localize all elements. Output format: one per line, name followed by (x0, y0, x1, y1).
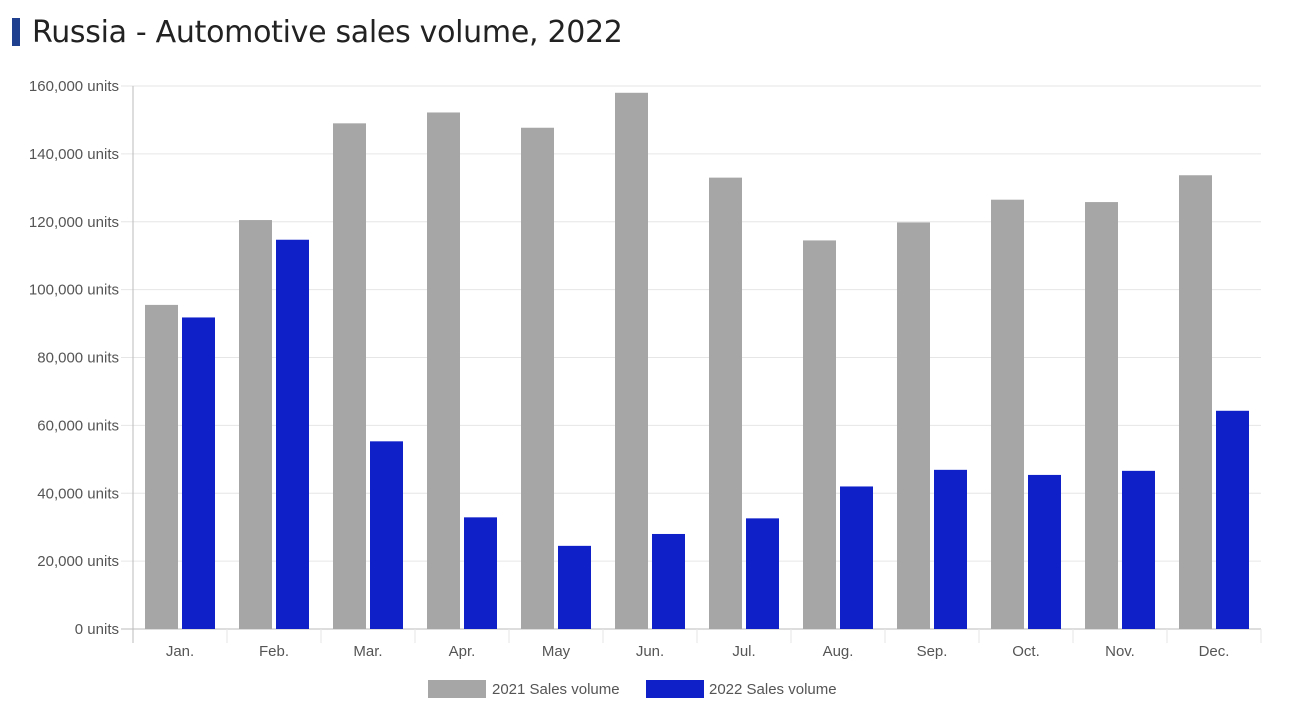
y-tick-label: 0 units (75, 621, 119, 638)
y-tick-label: 40,000 units (37, 485, 119, 502)
y-tick-label: 80,000 units (37, 350, 119, 367)
bar-2022 (1216, 410, 1249, 629)
bar-2022 (182, 317, 215, 629)
x-tick-label: Aug. (823, 643, 854, 660)
x-tick-label: Apr. (449, 643, 476, 660)
bar-2021 (709, 177, 742, 629)
bar-2021 (145, 304, 178, 629)
x-tick-label: Feb. (259, 643, 289, 660)
bar-2021 (991, 199, 1024, 630)
bar-2022 (934, 469, 967, 629)
chart-title: Russia - Automotive sales volume, 2022 (32, 14, 623, 50)
bar-2022 (558, 545, 591, 629)
bar-2021 (427, 112, 460, 629)
y-tick-label: 20,000 units (37, 553, 119, 570)
x-tick-label: Dec. (1199, 643, 1230, 660)
x-tick-label: Oct. (1012, 643, 1040, 660)
y-tick-label: 60,000 units (37, 417, 119, 434)
bar-2021 (1179, 175, 1212, 630)
bar-2022 (652, 533, 685, 629)
x-tick-label: Jul. (732, 643, 755, 660)
bar-2022 (1122, 470, 1155, 629)
title-accent-bar (12, 18, 20, 46)
bar-2022 (746, 518, 779, 629)
bar-2021 (239, 220, 272, 629)
bar-2022 (370, 441, 403, 629)
bar-2021 (1085, 202, 1118, 629)
legend-swatch-2022 (646, 680, 704, 698)
bar-2021 (615, 92, 648, 630)
x-tick-label: Jun. (636, 643, 664, 660)
legend-label-2022: 2022 Sales volume (709, 681, 837, 698)
y-tick-label: 140,000 units (29, 146, 119, 163)
bar-2022 (276, 239, 309, 629)
x-tick-label: Sep. (917, 643, 948, 660)
y-tick-label: 120,000 units (29, 214, 119, 231)
x-tick-label: May (542, 643, 571, 660)
x-tick-label: Nov. (1105, 643, 1135, 660)
legend-swatch-2021 (428, 680, 486, 698)
bar-2022 (464, 517, 497, 629)
x-tick-label: Mar. (353, 643, 382, 660)
bar-2022 (1028, 474, 1061, 629)
bar-2022 (840, 486, 873, 629)
y-tick-label: 160,000 units (29, 78, 119, 95)
bar-2021 (333, 123, 366, 630)
bar-2021 (521, 127, 554, 629)
bar-2021 (803, 240, 836, 629)
legend-label-2021: 2021 Sales volume (492, 681, 620, 698)
x-tick-label: Jan. (166, 643, 194, 660)
y-tick-label: 100,000 units (29, 282, 119, 299)
bar-2021 (897, 222, 930, 629)
chart-title-wrap: Russia - Automotive sales volume, 2022 (12, 14, 623, 50)
